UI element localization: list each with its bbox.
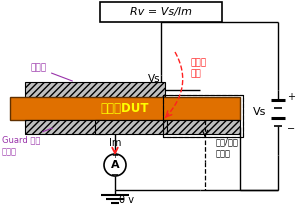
Bar <box>163 95 243 137</box>
Bar <box>167 120 240 134</box>
Text: −: − <box>111 170 119 180</box>
Bar <box>100 2 222 22</box>
Text: 0 v: 0 v <box>119 195 134 205</box>
Bar <box>25 120 105 134</box>
Text: −: − <box>287 124 295 134</box>
Bar <box>163 95 243 137</box>
Text: Guard 电极: Guard 电极 <box>2 128 52 145</box>
Bar <box>95 120 167 134</box>
Text: Vs: Vs <box>148 74 161 84</box>
Text: A: A <box>111 160 119 170</box>
Text: +: + <box>112 151 118 161</box>
Circle shape <box>104 154 126 176</box>
Text: +: + <box>287 92 295 102</box>
Bar <box>10 97 240 120</box>
Text: Rv = Vs/Im: Rv = Vs/Im <box>130 7 192 17</box>
Text: 主电极: 主电极 <box>2 147 17 157</box>
Text: Im: Im <box>109 138 121 148</box>
Text: Vs: Vs <box>253 107 266 117</box>
Text: 体电阻
电流: 体电阻 电流 <box>190 58 206 79</box>
Text: 表面/侧面
漏电流: 表面/侧面 漏电流 <box>216 138 239 158</box>
Text: 上电极: 上电极 <box>30 64 72 81</box>
Text: 被测件DUT: 被测件DUT <box>101 102 149 115</box>
Bar <box>25 82 165 98</box>
